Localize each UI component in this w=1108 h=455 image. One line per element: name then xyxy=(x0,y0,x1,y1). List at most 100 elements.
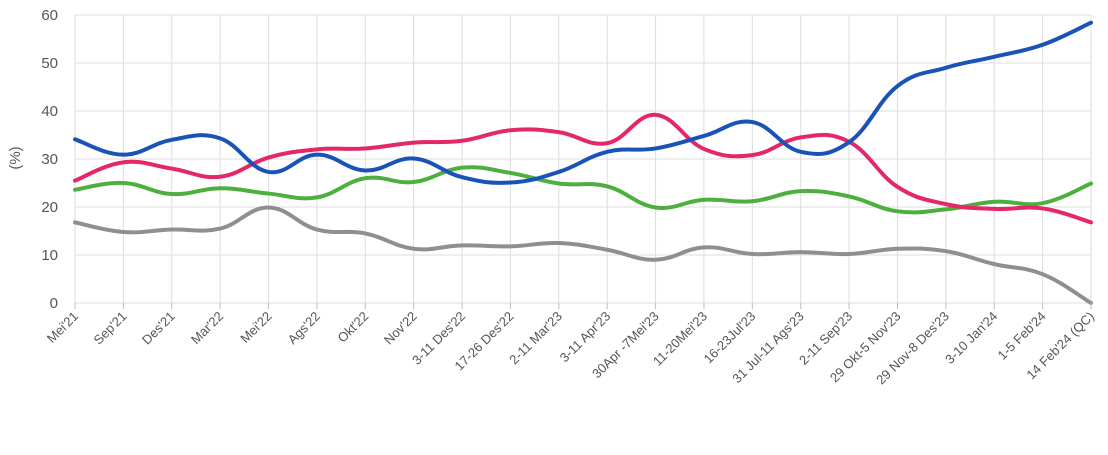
y-tick-label-0: 0 xyxy=(50,295,58,312)
data-point-s2-8 xyxy=(460,139,464,143)
data-point-s3-10 xyxy=(557,181,561,185)
data-point-s2-12 xyxy=(654,113,658,117)
data-point-s1-7 xyxy=(412,157,416,161)
y-tick-label-30: 30 xyxy=(41,151,58,168)
data-point-s4-13 xyxy=(702,245,706,249)
data-point-s3-0 xyxy=(73,188,77,192)
data-point-s2-14 xyxy=(750,153,754,157)
data-point-s4-12 xyxy=(654,258,658,262)
data-point-s3-15 xyxy=(799,189,803,193)
data-point-s2-2 xyxy=(170,167,174,171)
x-tick-label-6: Okt'22 xyxy=(335,309,372,346)
data-point-s1-21 xyxy=(1089,21,1093,25)
x-tick-label-10: 2-11 Mar'23 xyxy=(506,309,565,368)
data-point-s3-9 xyxy=(508,171,512,175)
data-point-s2-6 xyxy=(363,146,367,150)
data-point-s2-5 xyxy=(315,147,319,151)
data-point-s2-3 xyxy=(218,175,222,179)
x-tick-label-0: Mei'21 xyxy=(44,309,81,346)
series-layer xyxy=(73,20,1093,305)
data-point-s4-6 xyxy=(363,231,367,235)
data-point-s2-19 xyxy=(992,207,996,211)
data-point-s4-5 xyxy=(315,228,319,232)
data-point-s3-19 xyxy=(992,200,996,204)
data-point-s3-21 xyxy=(1089,181,1093,185)
data-point-s4-11 xyxy=(605,248,609,252)
data-point-s3-6 xyxy=(363,176,367,180)
series-line-1 xyxy=(73,20,1093,185)
y-tick-label-50: 50 xyxy=(41,55,58,72)
data-point-s1-1 xyxy=(121,153,125,157)
data-point-s2-15 xyxy=(799,135,803,139)
data-point-s1-12 xyxy=(654,146,658,150)
data-point-s3-18 xyxy=(944,207,948,211)
series-line-3 xyxy=(73,165,1093,215)
data-point-s4-17 xyxy=(895,247,899,251)
x-tick-label-7: Nov'22 xyxy=(381,309,420,348)
data-point-s3-20 xyxy=(1041,201,1045,205)
data-point-s3-2 xyxy=(170,192,174,196)
data-point-s1-3 xyxy=(218,136,222,140)
data-point-s4-8 xyxy=(460,243,464,247)
data-point-s3-8 xyxy=(460,166,464,170)
data-point-s3-12 xyxy=(654,205,658,209)
data-point-s3-1 xyxy=(121,181,125,185)
data-point-s4-14 xyxy=(750,252,754,256)
data-point-s4-7 xyxy=(412,247,416,251)
data-point-s3-5 xyxy=(315,195,319,199)
data-point-s1-10 xyxy=(557,170,561,174)
data-point-s4-9 xyxy=(508,244,512,248)
data-point-s3-17 xyxy=(895,209,899,213)
data-point-s2-13 xyxy=(702,147,706,151)
data-point-s4-16 xyxy=(847,252,851,256)
data-point-s1-13 xyxy=(702,134,706,138)
data-point-s4-0 xyxy=(73,220,77,224)
data-point-s2-11 xyxy=(605,141,609,145)
data-point-s1-5 xyxy=(315,153,319,157)
data-point-s3-3 xyxy=(218,186,222,190)
data-point-s2-21 xyxy=(1089,220,1093,224)
data-point-s4-20 xyxy=(1041,272,1045,276)
series-line-4 xyxy=(73,205,1093,305)
y-tick-label-40: 40 xyxy=(41,103,58,120)
x-tick-label-19: 3-10 Jan'24 xyxy=(942,309,1000,367)
data-point-s2-7 xyxy=(412,141,416,145)
data-point-s1-0 xyxy=(73,137,77,141)
data-point-s4-10 xyxy=(557,241,561,245)
axis-layer: (%) 0 10 20 30 40 50 60 Mei'21 Sep'21 Des'21 Mar'2… xyxy=(7,7,1097,387)
x-tick-label-3: Mar'22 xyxy=(188,309,226,347)
data-point-s3-14 xyxy=(750,199,754,203)
data-point-s2-17 xyxy=(895,185,899,189)
data-point-s1-14 xyxy=(750,120,754,124)
data-point-s2-20 xyxy=(1041,206,1045,210)
data-point-s4-19 xyxy=(992,262,996,266)
data-point-s3-4 xyxy=(267,192,271,196)
data-point-s1-9 xyxy=(508,181,512,185)
data-point-s3-7 xyxy=(412,180,416,184)
data-point-s3-11 xyxy=(605,184,609,188)
y-axis-title: (%) xyxy=(7,146,24,169)
data-point-s2-4 xyxy=(267,156,271,160)
data-point-s1-19 xyxy=(992,55,996,59)
data-point-s1-16 xyxy=(847,140,851,144)
data-point-s4-18 xyxy=(944,249,948,253)
data-point-s2-0 xyxy=(73,179,77,183)
y-tick-label-10: 10 xyxy=(41,247,58,264)
data-point-s1-6 xyxy=(363,169,367,173)
data-point-s1-2 xyxy=(170,138,174,142)
x-tick-label-4: Mei'22 xyxy=(237,309,274,346)
data-point-s2-18 xyxy=(944,202,948,206)
data-point-s1-18 xyxy=(944,66,948,70)
data-point-s2-1 xyxy=(121,160,125,164)
data-point-s1-8 xyxy=(460,175,464,179)
grid-layer xyxy=(74,14,1092,304)
x-tick-label-2: Des'21 xyxy=(139,309,178,348)
data-point-s3-13 xyxy=(702,198,706,202)
data-point-s2-10 xyxy=(557,130,561,134)
data-point-s4-2 xyxy=(170,228,174,232)
y-tick-label-20: 20 xyxy=(41,199,58,216)
data-point-s1-17 xyxy=(895,84,899,88)
data-point-s1-15 xyxy=(799,150,803,154)
